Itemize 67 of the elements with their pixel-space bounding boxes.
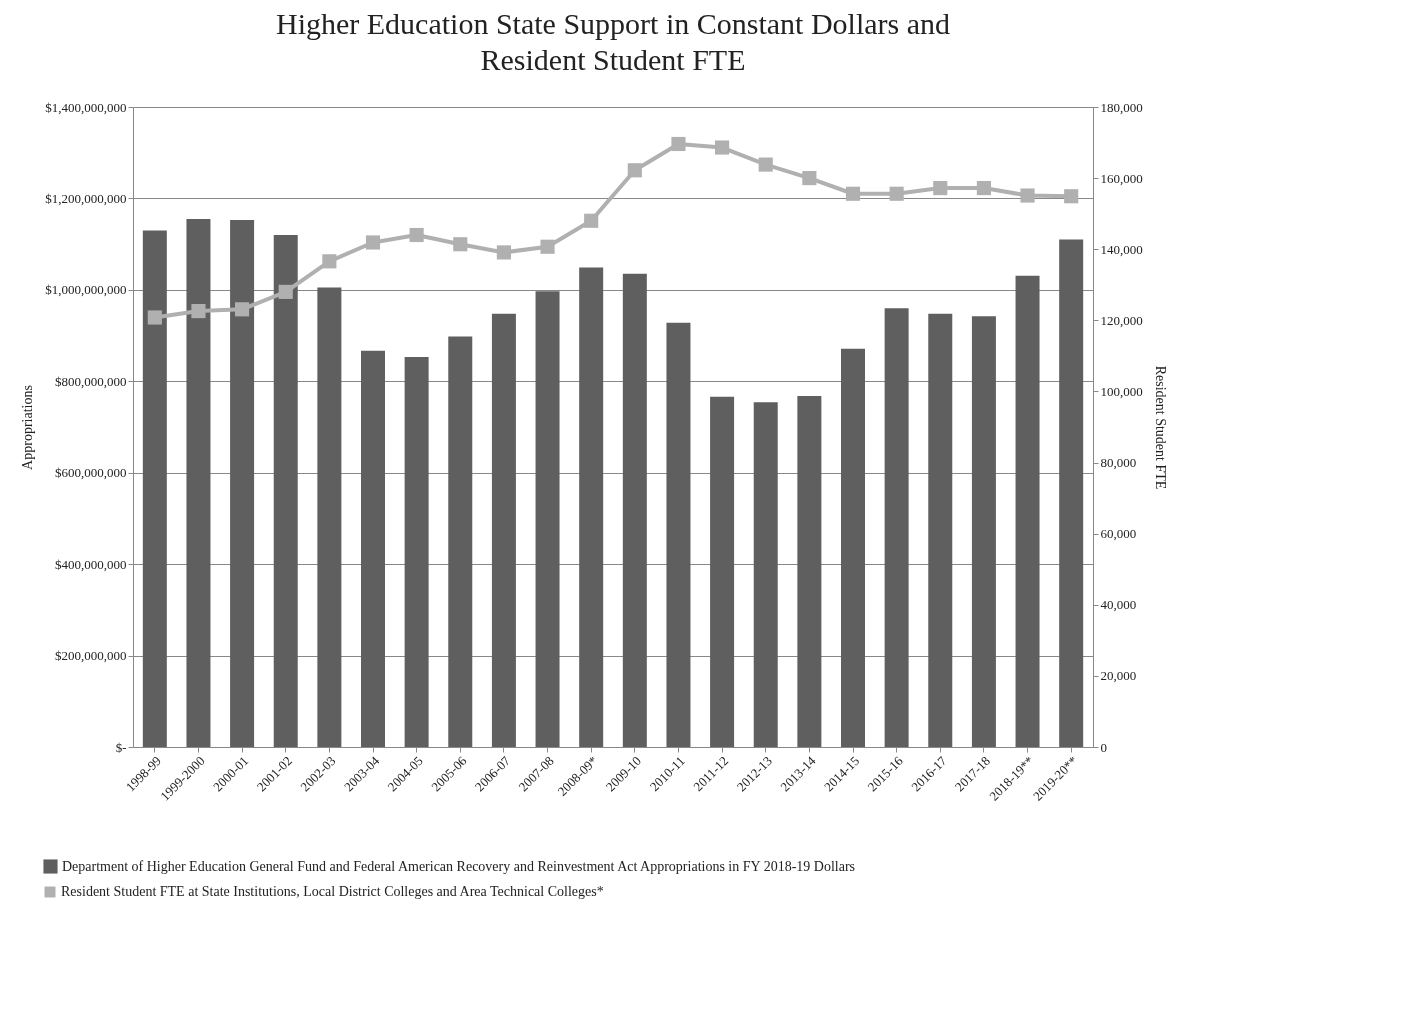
bar <box>666 322 691 747</box>
point <box>322 254 337 269</box>
y-tick-label: $400,000,000 <box>55 556 127 572</box>
point <box>627 163 642 178</box>
point <box>933 181 948 196</box>
bar <box>404 357 429 747</box>
y2-tick-label: 140,000 <box>1100 241 1143 257</box>
bar <box>317 287 342 747</box>
y-tick-label: $- <box>115 739 127 755</box>
bar <box>535 291 560 747</box>
point <box>715 140 730 155</box>
legend-label: Department of Higher Education General Fund and Federal American Recovery and Reinvestment Act Appropriations in FY 2018-19 Dollars <box>62 858 856 874</box>
chart-title: Higher Education State Support in Constant Dollars and Resident Student FTE <box>275 7 951 76</box>
y2-tick-label: 0 <box>1100 739 1107 755</box>
point <box>1064 189 1079 204</box>
y2-tick-label: 40,000 <box>1100 597 1137 613</box>
y2-tick-label: 80,000 <box>1100 455 1137 471</box>
y2-tick-label: 160,000 <box>1100 170 1143 186</box>
point <box>976 181 991 196</box>
bar <box>928 313 953 747</box>
point <box>365 235 381 250</box>
y-axis-title: Appropriations <box>20 385 36 470</box>
bar <box>491 313 516 747</box>
bar <box>1015 275 1040 747</box>
bar <box>622 273 647 747</box>
y-tick-label: $200,000,000 <box>55 648 127 664</box>
y-tick-label: $800,000,000 <box>55 373 127 389</box>
bar <box>841 348 865 747</box>
bar <box>142 230 167 747</box>
y-tick-label: $1,200,000,000 <box>45 190 127 206</box>
y-tick-label: $1,000,000,000 <box>45 282 127 298</box>
point <box>584 213 599 228</box>
point <box>802 171 817 186</box>
point <box>889 186 904 201</box>
bar <box>971 316 996 747</box>
y-tick-label: $1,400,000,000 <box>45 99 127 115</box>
point <box>235 302 250 317</box>
point <box>540 239 555 254</box>
point <box>409 227 424 243</box>
bar <box>186 219 211 747</box>
point <box>671 136 686 152</box>
bar <box>884 308 909 747</box>
point <box>1020 188 1035 203</box>
point <box>453 237 468 252</box>
point <box>496 245 511 260</box>
bar <box>710 396 735 747</box>
bar <box>1059 239 1084 747</box>
bar <box>361 350 385 747</box>
bar <box>448 336 473 747</box>
bar <box>273 235 298 747</box>
bar <box>579 267 604 747</box>
y2-tick-label: 60,000 <box>1100 526 1137 542</box>
y2-tick-label: 120,000 <box>1100 312 1143 328</box>
y-tick-label: $600,000,000 <box>55 465 127 481</box>
y2-tick-label: 180,000 <box>1100 99 1143 115</box>
bar <box>753 402 778 747</box>
point <box>845 186 861 201</box>
y2-axis-title: Resident Student FTE <box>1152 365 1168 490</box>
legend-label: Resident Student FTE at State Institutions, Local District Colleges and Area Technical Colleges* <box>61 884 604 899</box>
bar <box>797 395 822 747</box>
point <box>191 304 206 319</box>
point <box>278 284 293 299</box>
point <box>758 157 773 172</box>
y2-tick-label: 100,000 <box>1100 383 1143 399</box>
point <box>147 310 162 325</box>
y2-tick-label: 20,000 <box>1100 668 1137 684</box>
bar <box>230 219 255 747</box>
